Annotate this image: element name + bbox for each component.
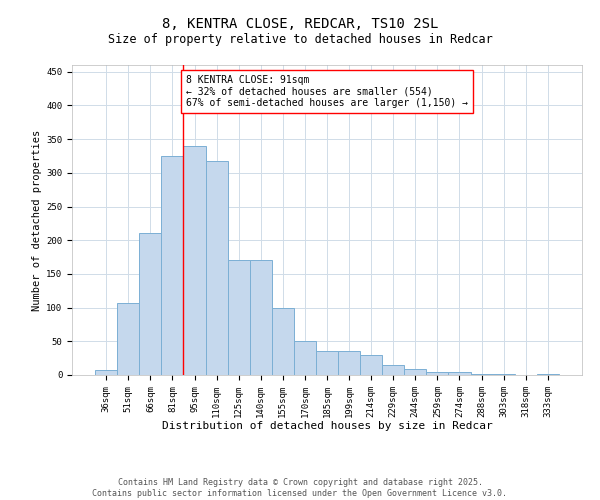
Bar (493, 374, 515, 375)
Bar (227, 260, 250, 375)
Bar (448, 372, 470, 375)
Text: Contains HM Land Registry data © Crown copyright and database right 2025.
Contai: Contains HM Land Registry data © Crown c… (92, 478, 508, 498)
Bar (139, 233, 161, 375)
Bar (360, 356, 382, 375)
Bar (272, 308, 294, 375)
Text: Size of property relative to detached houses in Redcar: Size of property relative to detached ho… (107, 32, 493, 46)
X-axis label: Distribution of detached houses by size in Redcar: Distribution of detached houses by size … (161, 421, 493, 431)
Text: 8 KENTRA CLOSE: 91sqm
← 32% of detached houses are smaller (554)
67% of semi-det: 8 KENTRA CLOSE: 91sqm ← 32% of detached … (186, 75, 468, 108)
Y-axis label: Number of detached properties: Number of detached properties (32, 130, 42, 310)
Bar (184, 146, 206, 375)
Bar (294, 342, 316, 375)
Text: 8, KENTRA CLOSE, REDCAR, TS10 2SL: 8, KENTRA CLOSE, REDCAR, TS10 2SL (162, 18, 438, 32)
Bar (338, 350, 360, 375)
Bar (382, 365, 404, 375)
Bar (470, 374, 493, 375)
Bar (161, 156, 184, 375)
Bar (250, 260, 272, 375)
Bar (404, 369, 427, 375)
Bar (95, 370, 117, 375)
Bar (206, 160, 227, 375)
Bar (316, 350, 338, 375)
Bar (117, 303, 139, 375)
Bar (427, 372, 448, 375)
Bar (537, 374, 559, 375)
